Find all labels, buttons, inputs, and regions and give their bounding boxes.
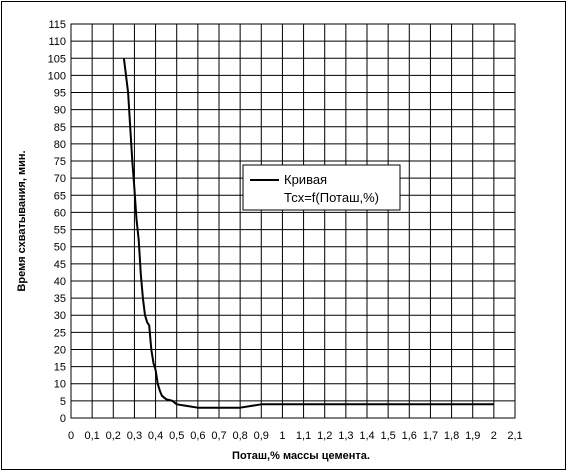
- x-axis-title: Поташ,% массы цемента.: [232, 450, 370, 462]
- y-tick-label: 90: [54, 105, 66, 117]
- y-tick-label: 50: [54, 242, 66, 254]
- x-tick-label: 0,7: [211, 430, 226, 442]
- legend-label-line2: Тсх=f(Поташ,%): [284, 190, 379, 205]
- y-tick-label: 45: [54, 259, 66, 271]
- legend: Кривая Тсх=f(Поташ,%): [242, 164, 401, 211]
- y-tick-label: 110: [48, 36, 66, 48]
- series-group: [122, 58, 494, 409]
- x-tick-label: 2,1: [507, 430, 522, 442]
- y-tick-label: 85: [54, 122, 66, 134]
- y-tick-label: 105: [48, 53, 66, 65]
- x-tick-label: 1,2: [317, 430, 332, 442]
- x-tick-label: 0,9: [254, 430, 269, 442]
- y-tick-label: 5: [60, 396, 66, 408]
- x-tick-label: 0,4: [148, 430, 163, 442]
- x-tick-label: 1,9: [465, 430, 480, 442]
- x-tick-label: 0,6: [190, 430, 205, 442]
- x-tick-label: 0,3: [127, 430, 142, 442]
- x-tick-label: 0,8: [232, 430, 247, 442]
- y-axis-tick-labels: 0 5 10 15 20 25 30 35 40 45 50 55 60 65 70 75 80 85 90 95 10…: [48, 19, 66, 425]
- x-tick-label: 2: [491, 430, 497, 442]
- y-tick-label: 65: [54, 190, 66, 202]
- x-tick-label: 0: [68, 430, 74, 442]
- series-line: [122, 58, 494, 409]
- y-tick-label: 75: [54, 156, 66, 168]
- y-tick-label: 100: [48, 70, 66, 82]
- y-tick-label: 55: [54, 225, 66, 237]
- legend-label-line1: Кривая: [284, 172, 327, 187]
- y-tick-label: 25: [54, 327, 66, 339]
- y-tick-label: 30: [54, 310, 66, 322]
- x-tick-label: 1,1: [296, 430, 311, 442]
- y-tick-label: 60: [54, 207, 66, 219]
- x-tick-label: 1,7: [423, 430, 438, 442]
- y-tick-label: 35: [54, 293, 66, 305]
- x-tick-label: 0,2: [106, 430, 121, 442]
- y-tick-label: 115: [48, 19, 66, 31]
- y-tick-label: 15: [54, 362, 66, 374]
- x-tick-label: 1,8: [444, 430, 459, 442]
- x-tick-label: 0,5: [169, 430, 184, 442]
- y-tick-label: 20: [54, 344, 66, 356]
- plot-area: [70, 23, 516, 419]
- x-tick-label: 1,5: [380, 430, 395, 442]
- x-tick-label: 1,3: [338, 430, 353, 442]
- x-axis-tick-labels: 0 0,1 0,2 0,3 0,4 0,5 0,6 0,7 0,8 0,9 1 1,1 1,2 1,3 1,…: [68, 430, 523, 442]
- y-tick-label: 0: [60, 413, 66, 425]
- y-tick-label: 70: [54, 173, 66, 185]
- y-tick-label: 95: [54, 88, 66, 100]
- y-tick-label: 40: [54, 276, 66, 288]
- legend-box: [242, 164, 401, 211]
- x-tick-label: 1: [279, 430, 285, 442]
- y-axis-title: Время схватывания, мин.: [16, 150, 28, 291]
- y-tick-label: 10: [54, 379, 66, 391]
- x-tick-label: 1,4: [359, 430, 374, 442]
- x-tick-label: 0,1: [84, 430, 99, 442]
- x-tick-label: 1,6: [402, 430, 417, 442]
- y-tick-label: 80: [54, 139, 66, 151]
